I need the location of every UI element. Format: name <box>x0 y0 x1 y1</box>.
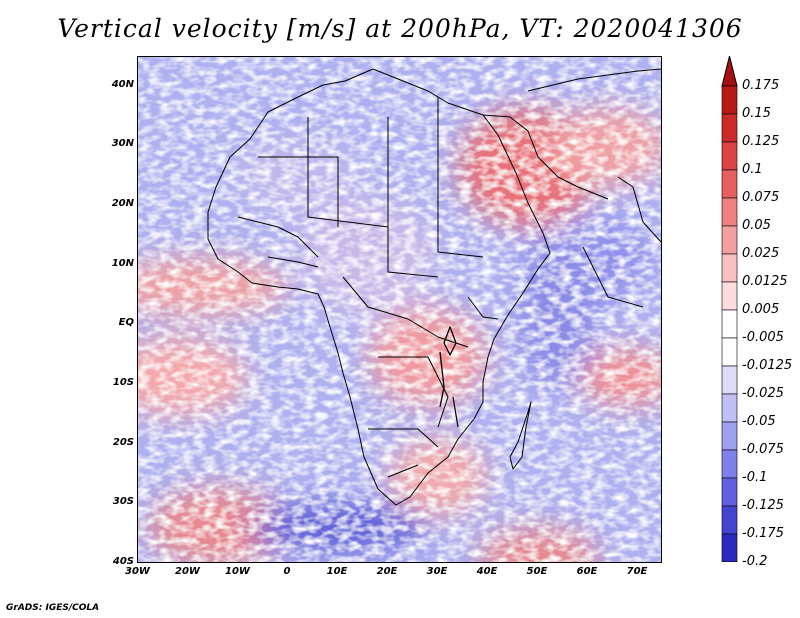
coastlines-and-borders <box>207 68 661 506</box>
colorbar-level-label: -0.1 <box>742 470 768 485</box>
colorbar-swatch <box>721 393 738 423</box>
colorbar-level-label: 0.1 <box>742 162 763 177</box>
colorbar-swatch <box>721 449 738 479</box>
colorbar-level-label: -0.0125 <box>742 358 793 373</box>
colorbar-swatch <box>721 477 738 507</box>
colorbar-level-label: 0.125 <box>742 134 780 149</box>
colorbar-swatch <box>721 533 738 562</box>
lat-tick-label: 10S <box>112 377 134 389</box>
grads-credit: GrADS: IGES/COLA <box>6 603 100 613</box>
colorbar-swatch <box>721 225 738 255</box>
colorbar-level-label: -0.175 <box>742 526 784 541</box>
colorbar-swatch <box>721 337 738 367</box>
lon-tick-label: 0 <box>283 566 291 577</box>
colorbar-level-label: 0.0125 <box>742 274 788 289</box>
lon-tick-label: 20W <box>175 566 200 577</box>
colorbar-level-label: 0.075 <box>742 190 780 205</box>
colorbar-swatch <box>721 309 738 339</box>
map-plot-area <box>137 56 662 563</box>
lon-tick-label: 20E <box>376 566 398 577</box>
lon-tick-label: 10E <box>326 566 348 577</box>
lon-tick-label: 30E <box>426 566 448 577</box>
lat-tick-label: 10N <box>111 257 134 269</box>
colorbar-level-label: 0.05 <box>742 218 771 233</box>
lat-tick-label: 20N <box>111 198 134 210</box>
lon-tick-label: 40E <box>476 566 498 577</box>
colorbar-swatch <box>721 365 738 395</box>
colorbar-swatch <box>721 141 738 171</box>
colorbar-swatch <box>721 169 738 199</box>
colorbar-level-label: 0.005 <box>742 302 780 317</box>
colorbar-level-label: 0.025 <box>742 246 780 261</box>
colorbar-level-label: 0.175 <box>742 78 780 93</box>
lat-tick-label: 30N <box>111 138 134 150</box>
colorbar-level-label: -0.075 <box>742 442 784 457</box>
colorbar-swatch <box>721 281 738 311</box>
colorbar-level-label: 0.15 <box>742 106 771 121</box>
colorbar-swatch <box>721 197 738 227</box>
lat-tick-label: 20S <box>112 436 134 448</box>
lon-tick-label: 30W <box>125 566 150 577</box>
lon-tick-label: 10W <box>225 566 250 577</box>
velocity-field-map <box>138 57 661 562</box>
colorbar-swatch <box>721 421 738 451</box>
colorbar-swatch <box>721 85 738 115</box>
colorbar-level-label: -0.125 <box>742 498 784 513</box>
colorbar-level-label: -0.2 <box>742 554 768 569</box>
colorbar-swatch <box>721 253 738 283</box>
colorbar-top-cap <box>721 56 738 87</box>
colorbar-level-label: -0.05 <box>742 414 776 429</box>
colorbar-level-label: -0.025 <box>742 386 784 401</box>
lat-tick-label: 40N <box>111 78 134 90</box>
lat-tick-label: 30S <box>112 496 134 508</box>
lon-tick-label: 50E <box>526 566 548 577</box>
lon-tick-label: 60E <box>576 566 598 577</box>
colorbar-swatch <box>721 113 738 143</box>
map-title: Vertical velocity [m/s] at 200hPa, VT: 2… <box>57 14 743 43</box>
lat-tick-label: 40S <box>112 556 134 567</box>
colorbar-swatch <box>721 505 738 535</box>
lat-tick-label: EQ <box>118 317 134 329</box>
vertical-velocity-field <box>138 57 661 562</box>
colorbar <box>721 56 738 562</box>
colorbar-level-label: -0.005 <box>742 330 784 345</box>
lon-tick-label: 70E <box>626 566 648 577</box>
